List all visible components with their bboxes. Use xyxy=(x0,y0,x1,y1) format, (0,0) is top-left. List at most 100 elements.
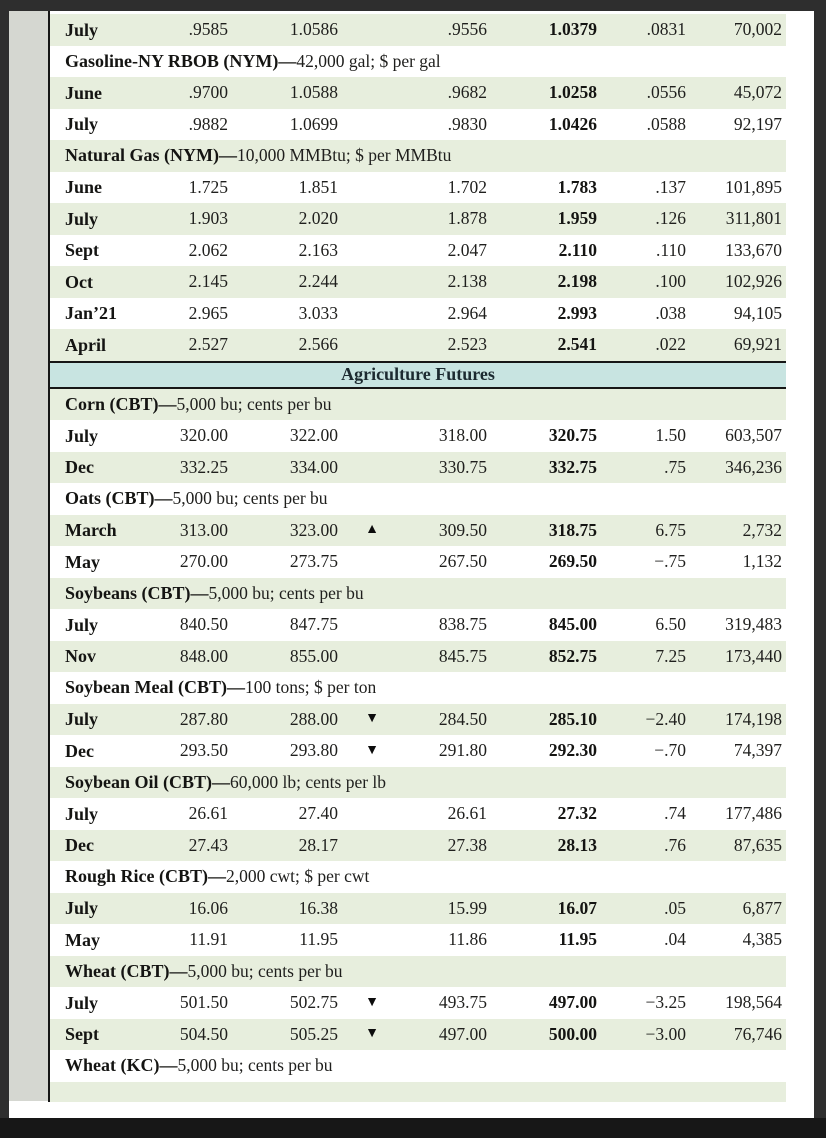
cell-oi: 70,002 xyxy=(733,19,782,39)
cell-oi: 92,197 xyxy=(733,113,782,134)
cell-high: 1.0588 xyxy=(289,82,338,102)
cell-high: 855.00 xyxy=(289,645,338,666)
cell-chg: .022 xyxy=(655,334,686,354)
cell-open: .9585 xyxy=(188,19,228,39)
cell-month: Dec xyxy=(65,740,94,761)
cell-open: 2.145 xyxy=(188,271,228,291)
contract-name: Soybean Oil (CBT)— xyxy=(65,771,231,792)
cell-open: 27.43 xyxy=(188,834,228,855)
cell-low: 318.00 xyxy=(438,425,487,445)
cell-month: July xyxy=(65,425,99,446)
cell-high: 3.033 xyxy=(298,302,338,323)
cell-open: .9700 xyxy=(188,82,228,102)
cell-month: April xyxy=(65,334,107,355)
cell-high: 334.00 xyxy=(289,456,338,477)
cell-high: 28.17 xyxy=(298,834,338,855)
cell-open: 501.50 xyxy=(179,992,228,1012)
section-header-row: Wheat (KC)— 5,000 bu; cents per bu xyxy=(50,1050,786,1082)
cell-chg: .75 xyxy=(664,456,686,477)
contract-name: Wheat (KC)— xyxy=(65,1055,178,1076)
cell-high: 2.566 xyxy=(298,334,338,354)
cell-low: 26.61 xyxy=(447,803,487,823)
cell-open: .9882 xyxy=(188,113,228,134)
cell-chg: 1.50 xyxy=(655,425,686,445)
futures-row: Oct 2.145 2.244 2.138 2.198 .100 102,926 xyxy=(50,266,786,298)
cell-chg: 6.75 xyxy=(655,519,686,540)
futures-row: Dec 332.25 334.00 330.75 332.75 .75 346,236 xyxy=(50,451,786,483)
cell-settle: 852.75 xyxy=(548,645,597,666)
cell-low: 493.75 xyxy=(438,992,487,1012)
section-header-row: Oats (CBT)— 5,000 bu; cents per bu xyxy=(50,483,786,515)
cell-oi: 87,635 xyxy=(733,834,782,855)
cell-settle: 2.993 xyxy=(557,302,597,323)
lifetime-high-icon: ▲ xyxy=(365,522,379,538)
cell-low: 1.702 xyxy=(447,176,487,197)
cell-settle: 2.110 xyxy=(558,239,597,260)
cell-month: June xyxy=(65,177,103,198)
futures-row: Jan’21 2.965 3.033 2.964 2.993 .038 94,105 xyxy=(50,298,786,330)
cell-oi: 4,385 xyxy=(742,929,782,949)
cell-month: July xyxy=(65,614,99,635)
cell-month: July xyxy=(65,992,99,1013)
cell-high: 1.851 xyxy=(298,176,338,197)
cell-settle: 500.00 xyxy=(548,1023,597,1044)
futures-row: June 1.725 1.851 1.702 1.783 .137 101,895 xyxy=(50,172,786,204)
cell-high: 1.0699 xyxy=(289,113,338,134)
cell-month: July xyxy=(65,208,99,229)
cell-low: 845.75 xyxy=(438,645,487,666)
cell-high: 16.38 xyxy=(298,897,338,918)
futures-row: Sept 2.062 2.163 2.047 2.110 .110 133,670 xyxy=(50,235,786,267)
cell-oi: 311,801 xyxy=(725,208,782,228)
cell-high: 502.75 xyxy=(289,992,338,1012)
contract-name: Gasoline-NY RBOB (NYM)— xyxy=(65,50,297,71)
cell-chg: 7.25 xyxy=(655,645,686,666)
cell-high: 288.00 xyxy=(289,708,338,729)
cell-low: 15.99 xyxy=(447,897,487,918)
cell-settle: 1.0426 xyxy=(548,113,597,134)
cell-month: May xyxy=(65,551,100,572)
cell-month: Oct xyxy=(65,271,93,292)
cell-chg: .0588 xyxy=(646,113,686,134)
contract-spec: 42,000 gal; $ per gal xyxy=(296,50,441,71)
cell-high: 2.244 xyxy=(298,271,338,291)
cell-chg: .04 xyxy=(664,929,686,949)
section-header-row: Soybean Meal (CBT)— 100 tons; $ per ton xyxy=(50,672,786,704)
cell-month: May xyxy=(65,929,100,950)
lifetime-low-icon: ▼ xyxy=(365,742,379,758)
cell-open: 2.527 xyxy=(188,334,228,354)
cell-open: 1.725 xyxy=(188,176,228,197)
cell-open: 26.61 xyxy=(188,803,228,823)
cell-month: Jan’21 xyxy=(65,303,118,324)
cell-open: 504.50 xyxy=(179,1023,228,1044)
cell-oi: 76,746 xyxy=(733,1023,782,1044)
cell-month: Dec xyxy=(65,457,94,478)
cell-low: 838.75 xyxy=(438,614,487,634)
cell-open: 287.80 xyxy=(179,708,228,729)
page: July .9585 1.0586 .9556 1.0379 .0831 70,002 Gas… xyxy=(9,11,814,1118)
cell-low: 1.878 xyxy=(447,208,487,228)
cell-settle: 845.00 xyxy=(548,614,597,634)
cell-low: 284.50 xyxy=(438,708,487,729)
lifetime-low-icon: ▼ xyxy=(365,994,379,1010)
cell-chg: .74 xyxy=(664,803,686,823)
cell-high: 322.00 xyxy=(289,425,338,445)
cell-chg: .76 xyxy=(664,834,686,855)
section-header-row: Wheat (CBT)— 5,000 bu; cents per bu xyxy=(50,955,786,987)
cell-settle: 16.07 xyxy=(557,897,597,918)
cell-chg: 6.50 xyxy=(655,614,686,634)
futures-row: July .9585 1.0586 .9556 1.0379 .0831 70,002 xyxy=(50,14,786,46)
futures-row: Dec 293.50 293.80 ▼ 291.80 292.30 −.70 74,397 xyxy=(50,735,786,767)
futures-row: July 287.80 288.00 ▼ 284.50 285.10 −2.40 174,19… xyxy=(50,703,786,735)
cell-settle: 285.10 xyxy=(548,708,597,729)
cell-month: July xyxy=(65,803,99,824)
cell-high: 323.00 xyxy=(289,519,338,540)
cell-settle: 2.541 xyxy=(557,334,597,354)
cell-low: 27.38 xyxy=(447,834,487,855)
lifetime-low-icon: ▼ xyxy=(365,711,379,727)
futures-row: July 26.61 27.40 26.61 27.32 .74 177,486 xyxy=(50,798,786,830)
cell-settle: 1.0258 xyxy=(548,82,597,102)
cell-open: 313.00 xyxy=(179,519,228,540)
cell-settle: 332.75 xyxy=(548,456,597,477)
cell-settle: 1.0379 xyxy=(548,19,597,39)
futures-row: July 16.06 16.38 15.99 16.07 .05 6,877 xyxy=(50,892,786,924)
